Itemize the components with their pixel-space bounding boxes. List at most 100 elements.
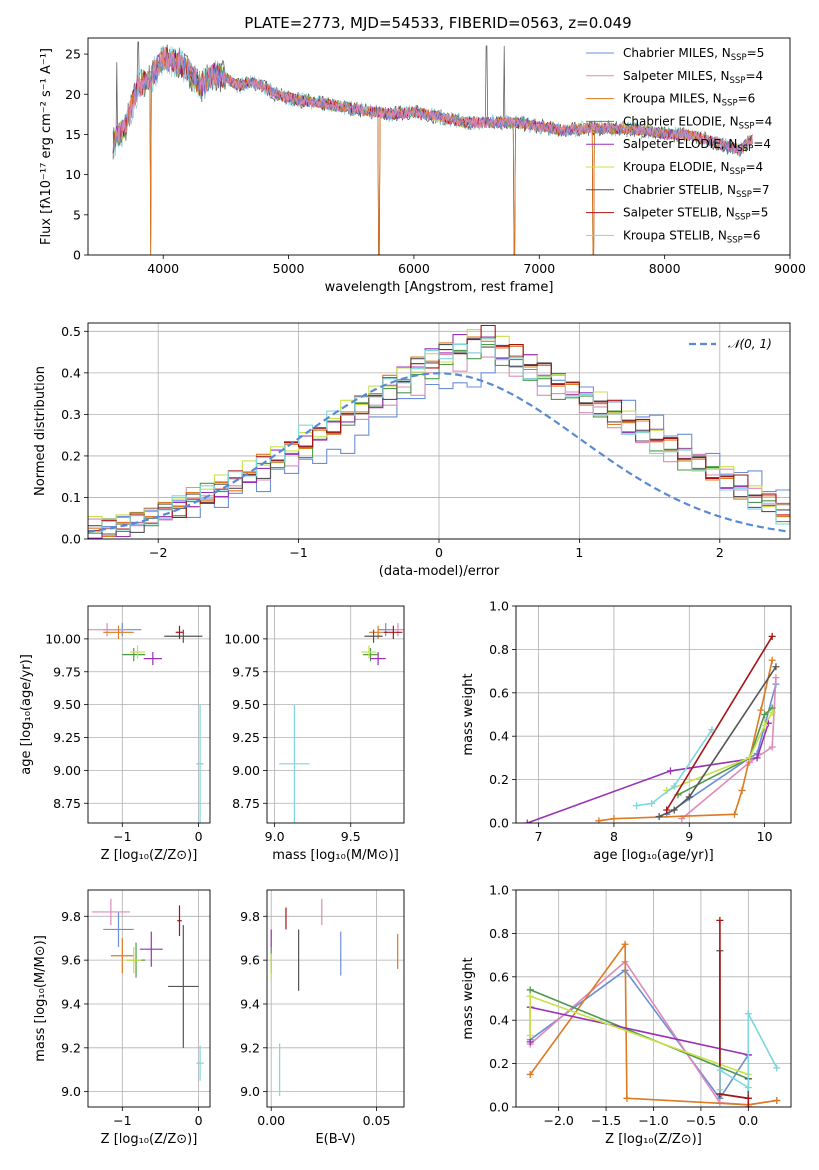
- y-tick-label: 0.2: [489, 1056, 509, 1071]
- x-tick-label: 5000: [273, 261, 305, 276]
- errorbar-point: [175, 625, 184, 639]
- x-tick-label: 10: [757, 829, 773, 844]
- x-tick-label: 0.05: [363, 1113, 391, 1128]
- errorbar-point: [129, 645, 146, 659]
- axes-frame: [515, 889, 792, 1108]
- y-tick-label: 9.50: [232, 697, 260, 712]
- x-axis-label: E(B-V): [315, 1132, 355, 1147]
- y-tick-label: 9.4: [240, 996, 260, 1011]
- x-axis-label: (data-model)/error: [379, 564, 500, 579]
- weight-marker: [753, 754, 761, 762]
- weight-marker: [746, 754, 754, 762]
- y-tick-label: 0.1: [61, 490, 81, 505]
- errorbar-point: [196, 704, 204, 823]
- weight-marker: [666, 767, 674, 775]
- x-tick-label: 0: [435, 545, 443, 560]
- histogram-kroupa-miles: [88, 336, 790, 538]
- legend-label: Kroupa STELIB, NSSP=6: [623, 228, 761, 245]
- weight-marker: [773, 1096, 781, 1104]
- weight-line: [529, 989, 749, 1080]
- y-tick-label: 9.75: [232, 664, 260, 679]
- y-tick-label: 0.6: [489, 685, 509, 700]
- y-tick-label: 0.0: [61, 532, 81, 547]
- x-tick-label: −1: [289, 545, 307, 560]
- weight-line: [598, 660, 773, 822]
- weight-line: [529, 969, 749, 1100]
- weight-marker: [730, 810, 738, 818]
- weight-line: [527, 722, 770, 823]
- y-tick-label: 9.0: [61, 1084, 81, 1099]
- axes-frame: [266, 889, 405, 1108]
- x-tick-label: 7000: [523, 261, 555, 276]
- x-axis-label: Z [log₁₀(Z/Z⊙)]: [101, 1132, 198, 1147]
- errorbar-point: [390, 623, 404, 637]
- weight-marker: [768, 743, 776, 751]
- weight-line: [666, 711, 773, 792]
- weight-marker: [633, 802, 641, 810]
- mass_vs_Z-panel: −1 0 9.0 9.2 9.4 9.6 9.8 Z [log₁₀(Z/Z⊙)] mass [l…: [33, 889, 211, 1147]
- x-tick-label: 4000: [147, 261, 179, 276]
- spectrum-line-salpeter-miles: [112, 47, 753, 156]
- errorbar-point: [370, 652, 386, 666]
- errorbar-point: [126, 946, 142, 974]
- errorbar-point: [143, 652, 162, 666]
- weight-marker: [772, 674, 780, 682]
- plot-area: [88, 623, 204, 823]
- weight-line: [666, 683, 777, 815]
- weight-marker: [610, 815, 618, 823]
- x-tick-label: −1: [113, 829, 131, 844]
- weight-marker: [757, 706, 765, 714]
- x-tick-label: −2.0: [543, 1113, 573, 1128]
- x-tick-label: 0: [195, 1113, 203, 1128]
- x-tick-label: −0.5: [686, 1113, 716, 1128]
- axes-frame: [266, 605, 405, 824]
- weight-line: [677, 707, 773, 796]
- weight-marker: [716, 1086, 724, 1094]
- legend-label: Salpeter STELIB, NSSP=5: [623, 206, 768, 223]
- legend-label: Chabrier STELIB, NSSP=7: [623, 183, 770, 200]
- legend-label: Kroupa ELODIE, NSSP=4: [623, 160, 763, 177]
- axes-frame: [87, 322, 791, 540]
- y-tick-label: 9.75: [53, 664, 81, 679]
- y-tick-label: 9.2: [61, 1040, 81, 1055]
- legend-label: Salpeter ELODIE, NSSP=4: [623, 137, 771, 154]
- errorbar-point: [362, 648, 379, 662]
- plot-area: [523, 632, 780, 823]
- y-tick-label: 0.2: [489, 772, 509, 787]
- weight-marker: [772, 663, 780, 671]
- x-tick-label: 9000: [774, 261, 806, 276]
- weight-line: [636, 729, 713, 807]
- x-tick-label: 0.0: [738, 1113, 758, 1128]
- y-tick-label: 9.4: [61, 996, 81, 1011]
- weight-marker: [655, 812, 663, 820]
- x-tick-label: −1.0: [638, 1113, 668, 1128]
- y-tick-label: 0.0: [489, 816, 509, 831]
- x-tick-label: 9.0: [265, 829, 285, 844]
- x-tick-label: 0.00: [257, 1113, 285, 1128]
- spectrum-line-kroupa-miles: [112, 49, 753, 255]
- weight-marker: [685, 793, 693, 801]
- normal-curve: [88, 372, 788, 533]
- y-tick-label: 9.25: [53, 730, 81, 745]
- y-tick-label: 10.00: [45, 631, 81, 646]
- x-tick-label: −1.5: [591, 1113, 621, 1128]
- weight-marker: [663, 806, 671, 814]
- y-tick-label: 10: [65, 167, 81, 182]
- weight-marker: [526, 1038, 534, 1046]
- errorbar-point: [88, 623, 127, 637]
- x-tick-label: 8: [610, 829, 618, 844]
- weight-marker: [761, 721, 769, 729]
- y-tick-label: 15: [65, 127, 81, 142]
- age_vs_Z-panel: −1 0 8.75 9.00 9.25 9.50 9.75 10.00 Z [log₁₀(Z/Z…: [19, 605, 211, 863]
- errorbar-point: [168, 925, 199, 1048]
- x-tick-label: 9.5: [341, 829, 361, 844]
- errorbar-point: [110, 938, 134, 974]
- massweight_vs_Z-panel: −2.0 −1.5 −1.0 −0.5 0.0 0.0 0.2 0.4 0.6 0.8 1.0 Z […: [461, 883, 792, 1147]
- weight-line: [666, 635, 773, 811]
- weight-marker: [523, 819, 531, 823]
- histogram-kroupa-stelib: [88, 338, 790, 533]
- weight-marker: [768, 656, 776, 664]
- y-tick-label: 0.5: [61, 324, 81, 339]
- x-tick-label: 2: [716, 545, 724, 560]
- weight-marker: [526, 1031, 534, 1039]
